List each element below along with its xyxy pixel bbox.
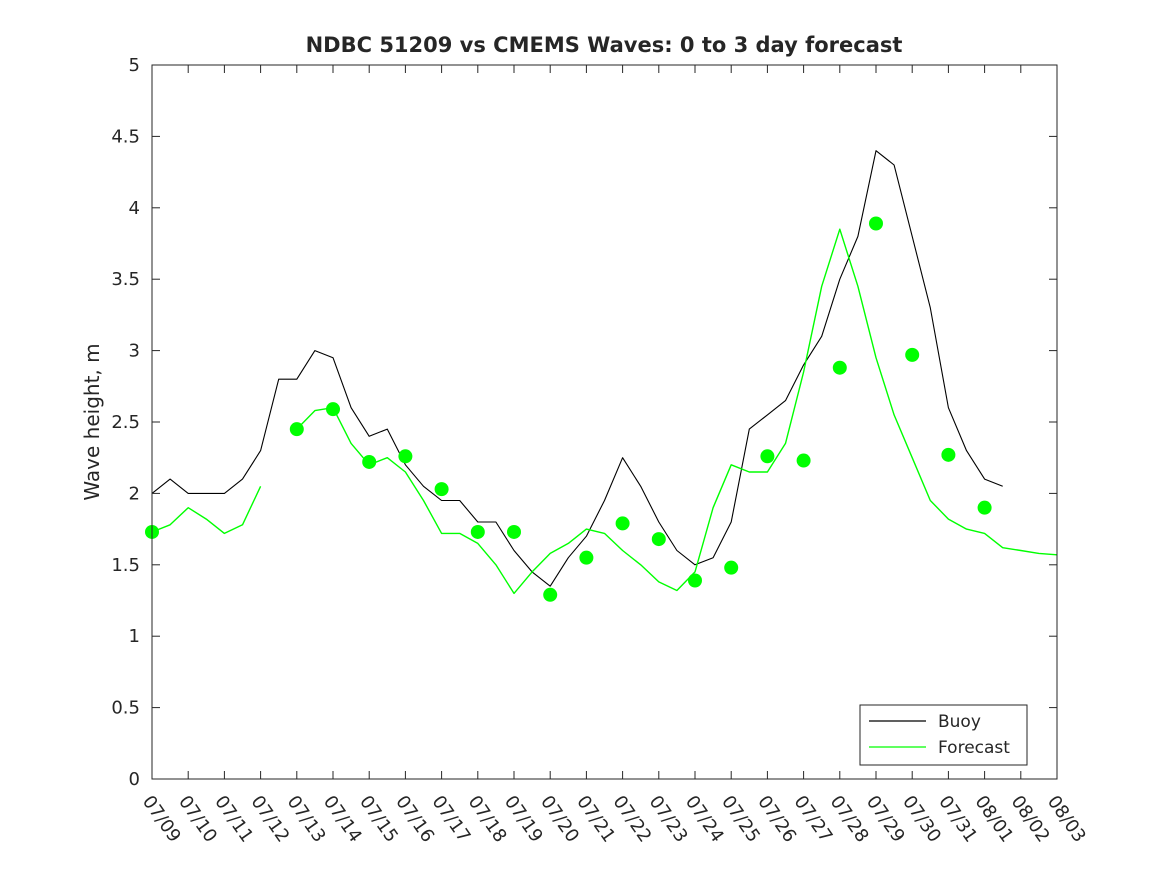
forecast-marker xyxy=(760,449,775,464)
y-axis: 0 0.5 1 1.5 2 2.5 3 3.5 4 4.5 5 xyxy=(111,55,1057,790)
y-tick-label: 4 xyxy=(129,198,140,219)
y-tick-label: 0 xyxy=(129,769,140,790)
x-tick-label: 07/14 xyxy=(319,792,366,847)
legend-buoy-label: Buoy xyxy=(938,712,981,732)
x-tick-label: 07/23 xyxy=(645,792,692,847)
x-tick-label: 07/30 xyxy=(898,792,945,847)
forecast-marker xyxy=(434,482,449,497)
forecast-marker xyxy=(941,447,956,462)
y-axis-label: Wave height, m xyxy=(80,343,104,500)
x-tick-label: 07/21 xyxy=(572,792,619,847)
buoy-line xyxy=(151,150,1003,587)
plot-area xyxy=(152,65,1057,779)
x-tick-label: 07/10 xyxy=(174,792,221,847)
x-tick-label: 07/09 xyxy=(138,792,185,847)
x-tick-label: 07/29 xyxy=(862,792,909,847)
x-tick-label: 07/22 xyxy=(609,792,656,847)
x-tick-label: 08/03 xyxy=(1043,792,1090,847)
forecast-marker xyxy=(326,402,340,417)
forecast-marker xyxy=(832,360,847,375)
x-tick-label: 07/18 xyxy=(464,792,511,847)
x-tick-label: 07/20 xyxy=(536,792,583,847)
forecast-marker xyxy=(651,532,666,547)
x-tick-label: 07/25 xyxy=(717,792,764,847)
x-tick-label: 07/24 xyxy=(681,792,728,847)
forecast-marker xyxy=(362,454,377,469)
x-tick-label: 07/31 xyxy=(934,792,981,847)
chart-title: NDBC 51209 vs CMEMS Waves: 0 to 3 day fo… xyxy=(306,33,903,57)
x-tick-label: 07/13 xyxy=(283,792,330,847)
forecast-marker xyxy=(905,347,920,362)
y-tick-label: 1 xyxy=(129,626,140,647)
forecast-line xyxy=(151,228,1058,595)
forecast-marker xyxy=(398,449,413,464)
x-tick-label: 08/01 xyxy=(971,792,1018,847)
x-tick-label: 07/26 xyxy=(753,792,800,847)
forecast-marker xyxy=(543,587,558,602)
x-tick-label: 07/16 xyxy=(391,792,438,847)
legend: Buoy Forecast xyxy=(859,704,1028,766)
forecast-marker xyxy=(796,453,811,468)
forecast-marker xyxy=(977,500,992,515)
legend-forecast-label: Forecast xyxy=(938,738,1010,758)
y-tick-label: 5 xyxy=(129,55,140,76)
x-tick-label: 07/17 xyxy=(428,792,475,847)
x-tick-label: 07/11 xyxy=(210,792,257,847)
x-tick-label: 07/27 xyxy=(790,792,837,847)
y-tick-label: 1.5 xyxy=(111,555,140,576)
buoy-series xyxy=(151,150,1003,587)
forecast-series xyxy=(151,228,1058,595)
forecast-marker xyxy=(579,550,594,565)
forecast-marker xyxy=(724,560,739,575)
forecast-marker xyxy=(869,216,883,231)
forecast-marker xyxy=(688,573,702,588)
forecast-marker xyxy=(507,524,521,539)
y-tick-label: 2.5 xyxy=(111,412,140,433)
forecast-markers xyxy=(145,216,992,602)
x-tick-label: 07/19 xyxy=(500,792,547,847)
y-tick-label: 4.5 xyxy=(111,126,140,147)
x-tick-label: 07/15 xyxy=(355,792,402,847)
forecast-marker xyxy=(615,516,630,531)
forecast-marker xyxy=(470,524,485,539)
x-tick-label: 07/28 xyxy=(826,792,873,847)
y-tick-label: 3 xyxy=(129,341,140,362)
x-tick-label: 08/02 xyxy=(1007,792,1054,847)
y-tick-label: 2 xyxy=(129,483,140,504)
legend-box xyxy=(859,704,1028,766)
y-tick-label: 3.5 xyxy=(111,269,140,290)
y-tick-label: 0.5 xyxy=(111,698,140,719)
x-tick-label: 07/12 xyxy=(247,792,294,847)
forecast-marker xyxy=(289,422,304,437)
